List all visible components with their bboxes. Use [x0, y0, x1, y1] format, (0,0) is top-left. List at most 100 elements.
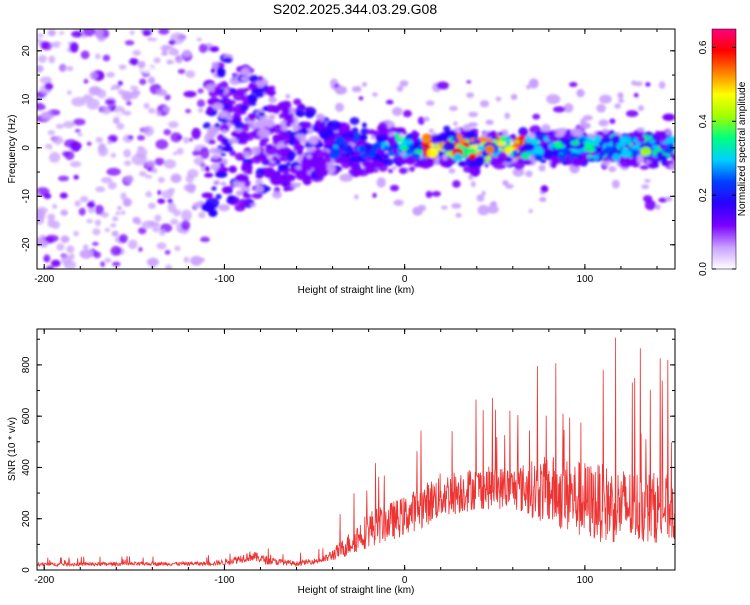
spectrogram-cell — [166, 59, 175, 65]
spectrogram-cell — [235, 174, 249, 183]
spectrogram-cell — [228, 137, 239, 144]
spectrogram-cell — [172, 209, 181, 217]
spectrogram-cell — [509, 152, 514, 157]
spectrogram-cell — [431, 191, 441, 197]
spectrogram-cell — [285, 94, 291, 99]
spectrogram-cell — [389, 184, 400, 192]
spectrogram-cell — [317, 161, 328, 171]
spectrogram-cell — [468, 174, 474, 181]
spectrogram-cell — [300, 162, 313, 172]
spectrogram-cell — [632, 137, 639, 143]
spectrogram-cell — [598, 119, 609, 127]
spectrogram-cell — [97, 35, 106, 42]
spectrogram-cell — [346, 150, 355, 157]
spectrogram-cell — [129, 30, 135, 36]
spectrogram-cell — [572, 157, 578, 162]
spectrogram-cell — [143, 125, 155, 137]
spectrogram-cell — [144, 56, 151, 60]
spectrogram-cell — [376, 177, 386, 188]
spectrogram-cell — [80, 148, 88, 158]
spectrogram-cell — [387, 168, 394, 174]
spectrogram-cell — [599, 151, 606, 157]
spectrogram-cell — [93, 29, 103, 38]
spectrogram-cell — [424, 156, 435, 168]
spectrogram-cell — [243, 151, 251, 158]
spectrogram-cell — [351, 155, 363, 163]
spectrogram-cell — [229, 150, 237, 157]
spectrogram-cell — [155, 139, 169, 150]
spectrogram-cell — [157, 198, 166, 204]
spectrogram-cell — [240, 185, 251, 194]
spectrogram-cell — [216, 67, 225, 78]
spectrogram-cell — [518, 135, 525, 141]
spectrogram-cell — [257, 128, 271, 138]
spectrogram-cell — [526, 84, 531, 90]
spectrogram-cell — [118, 64, 127, 70]
spectrogram-cell — [272, 156, 278, 162]
spectrogram-cell — [110, 245, 122, 256]
spectrogram-cell — [417, 116, 425, 125]
spectrogram-cell — [510, 134, 517, 140]
spectrogram-cell — [342, 144, 349, 148]
snr-series-line — [37, 337, 675, 568]
spectrogram-cell — [453, 152, 463, 161]
spectrogram-cell — [66, 245, 75, 254]
spectrogram-cell — [268, 96, 277, 104]
spectrogram-cell — [58, 42, 69, 51]
spectrogram-cell — [637, 135, 646, 144]
spectrogram-ylabel: Frequency (Hz) — [7, 115, 18, 184]
spectrogram-cell — [513, 159, 525, 171]
spectrogram-cell — [138, 187, 147, 194]
spectrogram-cell — [297, 182, 302, 187]
spectrogram-cell — [102, 54, 111, 62]
spectrogram-cell — [198, 211, 206, 219]
spectrogram-cell — [102, 105, 111, 115]
spectrogram-cell — [121, 90, 133, 101]
spectrogram-cell — [454, 127, 461, 133]
spectrogram-cell — [402, 109, 412, 118]
spectrogram-cell — [221, 129, 227, 134]
spectrogram-cell — [120, 210, 126, 215]
spectrogram-cell — [393, 199, 404, 206]
spectrogram-cell — [505, 183, 514, 189]
spectrogram-cell — [75, 183, 82, 191]
spectrogram-cell — [82, 29, 96, 37]
snr-y-tick-label: 600 — [21, 407, 32, 424]
spectrogram-cell — [60, 65, 67, 71]
spectrogram-cell — [636, 127, 645, 132]
spectrogram-cell — [198, 43, 208, 54]
spectrogram-cell — [435, 134, 451, 142]
spectrogram-cell — [474, 139, 482, 145]
spectrogram-cell — [193, 157, 205, 166]
spectrogram-cell — [131, 153, 148, 166]
spectrogram-x-tick-label: -200 — [34, 274, 54, 285]
spectrogram-cell — [651, 144, 658, 150]
spectrogram-cell — [579, 122, 591, 129]
spectrogram-cell — [258, 111, 265, 117]
spectrogram-cell — [138, 227, 147, 235]
spectrogram-cell — [644, 178, 651, 183]
spectrogram-cell — [156, 89, 168, 96]
spectrogram-cell — [137, 60, 146, 69]
spectrogram-cell — [453, 121, 458, 126]
spectrogram-cell — [408, 166, 415, 172]
spectrogram-cell — [174, 245, 181, 252]
spectrogram-cell — [215, 171, 228, 178]
spectrogram-cell — [42, 111, 53, 118]
spectrogram-cell — [60, 235, 70, 243]
spectrogram-cell — [563, 132, 571, 140]
spectrogram-cell — [262, 158, 270, 164]
spectrogram-cell — [105, 99, 116, 105]
spectrogram-cell — [109, 136, 117, 142]
spectrogram-cell — [156, 242, 167, 250]
spectrogram-cell — [47, 130, 56, 136]
spectrogram-cell — [200, 236, 210, 243]
spectrogram-cell — [217, 166, 229, 173]
spectrogram-cell — [61, 51, 69, 58]
spectrogram-cell — [655, 131, 668, 142]
spectrogram-cell — [118, 233, 128, 244]
spectrogram-cell — [244, 179, 251, 188]
spectrogram-cell — [334, 102, 345, 112]
snr-y-tick-label: 0 — [21, 567, 32, 573]
